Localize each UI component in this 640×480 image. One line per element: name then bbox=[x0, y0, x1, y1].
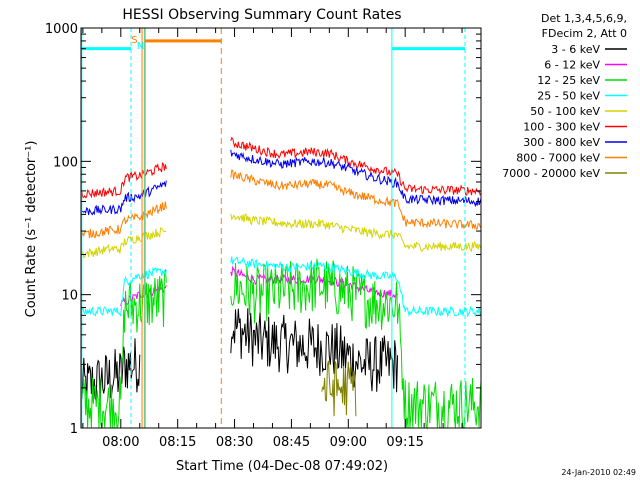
axes-layer: 08:00 08:15 08:30 08:45 09:00 09:15 1 10 100 1000 bbox=[45, 22, 482, 450]
legend-entry-label: 3 - 6 keV bbox=[551, 43, 600, 56]
x-tick-label: 08:30 bbox=[216, 435, 253, 450]
x-axis-label: Start Time (04-Dec-08 07:49:02) bbox=[176, 459, 388, 474]
legend-header-line-1: Det 1,3,4,5,6,9, bbox=[541, 12, 627, 25]
date-stamp: 24-Jan-2010 02:49 bbox=[561, 468, 636, 477]
plot-frame bbox=[80, 27, 482, 429]
legend-entry-label: 6 - 12 keV bbox=[544, 59, 600, 72]
flag-label-n: N bbox=[137, 41, 144, 52]
flag-layer: SN bbox=[81, 28, 466, 428]
y-tick-label: 1 bbox=[70, 422, 78, 437]
legend-header-line-2: FDecim 2, Att 0 bbox=[542, 27, 627, 40]
legend-entry-label: 50 - 100 keV bbox=[530, 105, 600, 118]
y-axis-label: Count Rate (s⁻¹ detector⁻¹) bbox=[24, 141, 39, 318]
series-line-100-300 bbox=[80, 137, 482, 199]
y-tick-label: 100 bbox=[53, 155, 78, 170]
series-line-50-100 bbox=[80, 212, 482, 259]
x-tick-label: 09:15 bbox=[386, 435, 423, 450]
series-line-300-800 bbox=[80, 149, 482, 216]
x-tick-label: 08:45 bbox=[273, 435, 310, 450]
y-tick-label: 10 bbox=[61, 289, 78, 304]
legend-entry-label: 300 - 800 keV bbox=[523, 136, 600, 149]
series-layer bbox=[80, 137, 482, 430]
series-line-25-50 bbox=[80, 256, 482, 318]
x-tick-label: 08:15 bbox=[159, 435, 196, 450]
series-line-7000-20000 bbox=[321, 360, 357, 417]
flag-label-s: S bbox=[131, 35, 137, 46]
legend-entry-label: 25 - 50 keV bbox=[537, 90, 600, 103]
series-line-12-25 bbox=[80, 258, 482, 430]
legend-entry-label: 7000 - 20000 keV bbox=[502, 167, 600, 180]
legend-entry-label: 100 - 300 keV bbox=[523, 121, 600, 134]
y-tick-label: 1000 bbox=[45, 22, 78, 37]
x-tick-label: 08:00 bbox=[102, 435, 139, 450]
series-line-800-7000 bbox=[80, 169, 482, 240]
legend-entry-label: 12 - 25 keV bbox=[537, 74, 600, 87]
legend: 3 - 6 keV 6 - 12 keV 12 - 25 keV 25 - 50 ke… bbox=[502, 43, 627, 180]
legend-entry-label: 800 - 7000 keV bbox=[516, 152, 600, 165]
series-line-3-6 bbox=[80, 308, 399, 406]
x-tick-label: 09:00 bbox=[330, 435, 367, 450]
chart-title: HESSI Observing Summary Count Rates bbox=[122, 7, 401, 23]
